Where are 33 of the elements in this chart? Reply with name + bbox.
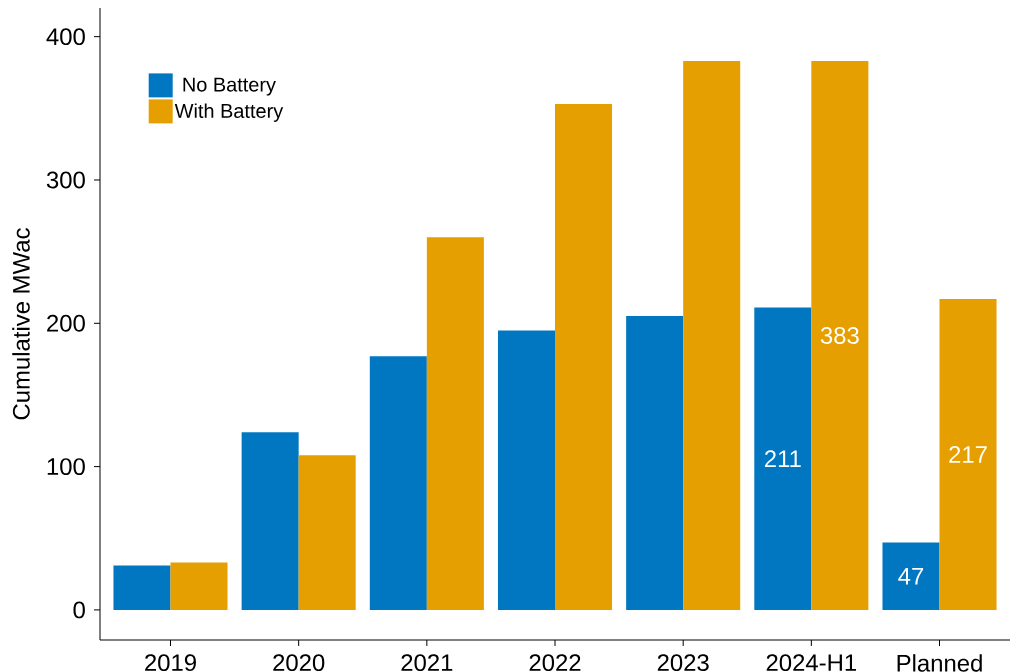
- x-tick-label: 2023: [657, 654, 709, 672]
- data-label: 211: [764, 450, 801, 468]
- bar: [113, 565, 171, 610]
- y-tick-label: 0: [73, 601, 85, 619]
- x-tick-label: 2020: [273, 654, 325, 672]
- legend-label: No Battery: [183, 77, 276, 96]
- bar: [170, 562, 228, 610]
- bar: [369, 356, 427, 610]
- x-tick-label: 2021: [401, 654, 453, 672]
- data-label: 383: [820, 327, 859, 344]
- x-tick-label: 2022: [529, 654, 581, 672]
- y-tick-label: 300: [46, 171, 85, 189]
- y-tick-label: 100: [47, 458, 85, 476]
- x-tick-label: 2024-H1: [766, 654, 857, 672]
- bar: [683, 61, 741, 610]
- bar: [426, 237, 484, 610]
- data-label: 47: [898, 568, 924, 585]
- y-tick-label: 200: [47, 314, 85, 332]
- bar: [241, 432, 299, 610]
- bar: [497, 330, 555, 610]
- y-tick-label: 400: [46, 28, 85, 46]
- data-label: 217: [949, 446, 987, 463]
- legend-label: With Battery: [174, 103, 284, 122]
- y-axis-title: Cumulative MWac: [12, 228, 30, 420]
- bar: [939, 298, 997, 610]
- bar: [298, 455, 356, 610]
- bar: [754, 307, 812, 610]
- bar: [555, 104, 613, 610]
- x-tick-label: 2019: [145, 654, 196, 672]
- bar: [811, 61, 869, 610]
- x-tick-label: Planned: [897, 654, 982, 672]
- bar: [626, 316, 684, 610]
- bar: [882, 542, 940, 610]
